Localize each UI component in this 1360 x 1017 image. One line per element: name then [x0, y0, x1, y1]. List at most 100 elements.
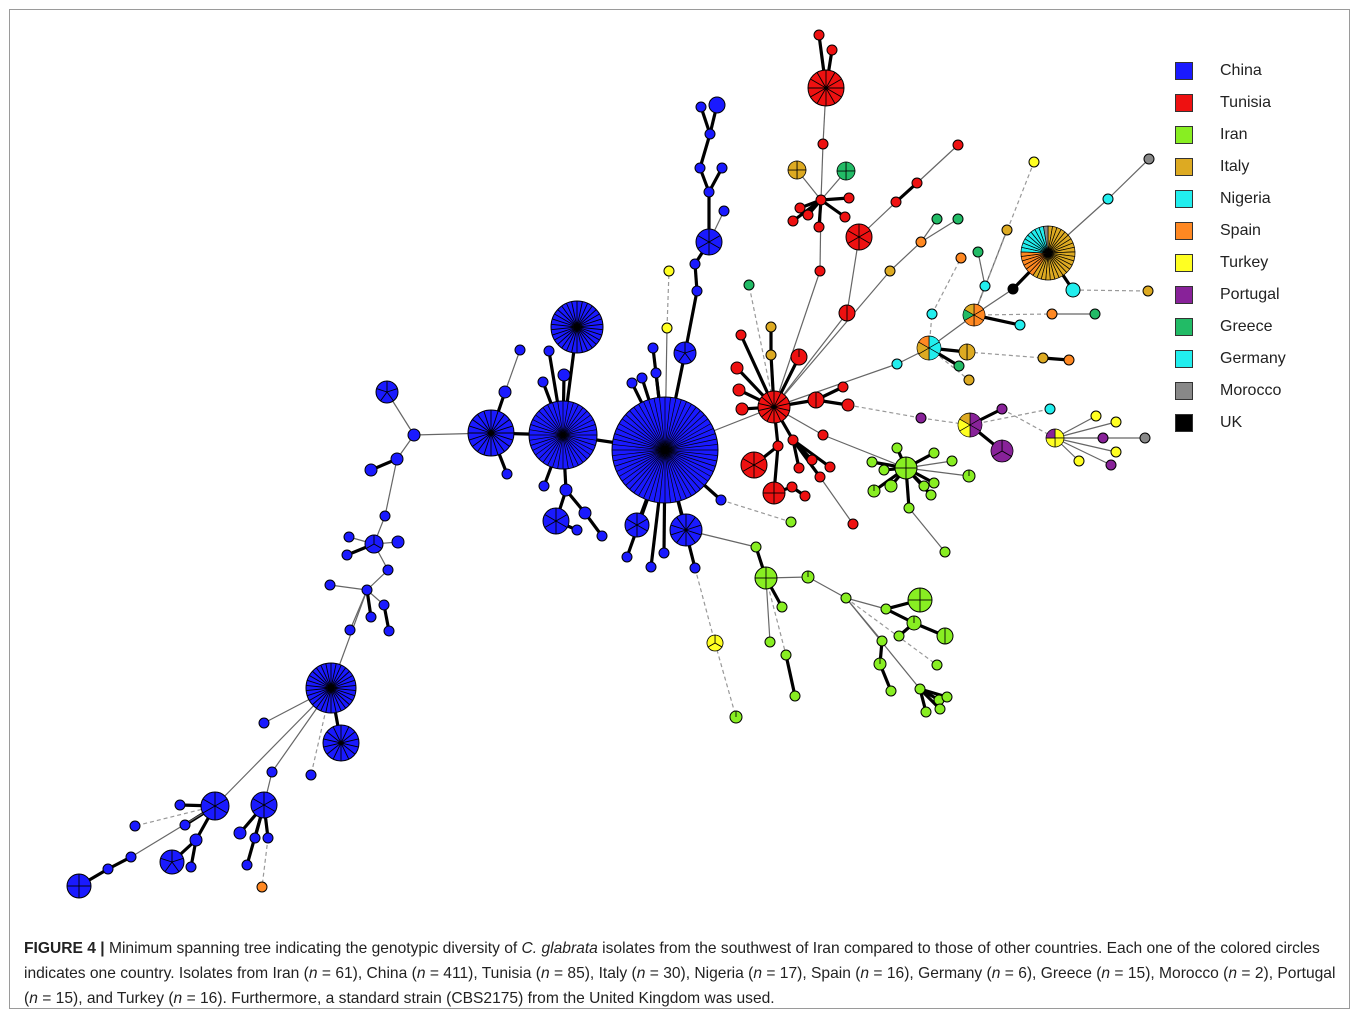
- node-circle: [1028, 156, 1040, 168]
- tree-edge: [847, 404, 922, 419]
- node-divider: [202, 798, 216, 807]
- caption-text: = 17), Spain (: [762, 965, 861, 982]
- node-circle: [663, 265, 675, 277]
- node-divider: [380, 391, 388, 402]
- node-divider: [676, 529, 687, 544]
- genotype-node: [537, 376, 549, 388]
- node-divider: [758, 403, 775, 408]
- tree-edge: [916, 144, 959, 184]
- genotype-node: [735, 402, 749, 416]
- node-divider: [171, 861, 180, 872]
- node-circle: [926, 308, 938, 320]
- node-divider: [552, 326, 578, 336]
- node-divider: [561, 305, 578, 328]
- node-divider: [659, 397, 666, 451]
- node-divider: [576, 326, 583, 353]
- genotype-node: [729, 710, 743, 724]
- genotype-node: [343, 531, 355, 543]
- node-slice: [836, 170, 847, 181]
- mixed-genotype-node: [1045, 428, 1065, 448]
- node-circle: [258, 717, 270, 729]
- genotype-node: [740, 451, 768, 479]
- node-circle: [931, 213, 943, 225]
- node-divider: [160, 857, 173, 863]
- tree-edge: [384, 458, 398, 517]
- genotype-node: [735, 329, 747, 341]
- minimum-spanning-tree: [66, 29, 1155, 899]
- node-divider: [214, 798, 228, 807]
- node-divider: [664, 410, 701, 451]
- genotype-node: [661, 322, 673, 334]
- legend-swatch: [1175, 382, 1193, 400]
- node-divider: [664, 449, 709, 482]
- node-divider: [490, 432, 514, 441]
- node-circle: [1007, 283, 1019, 295]
- node-divider: [576, 326, 597, 345]
- caption-text: = 61), China (: [317, 965, 417, 982]
- genotype-node: [958, 343, 976, 361]
- genotype-node: [934, 703, 946, 715]
- node-circle: [786, 481, 798, 493]
- node-divider: [742, 458, 755, 466]
- legend-item: Germany: [1175, 343, 1325, 375]
- node-circle: [704, 128, 716, 140]
- node-circle: [262, 832, 274, 844]
- node-divider: [816, 87, 827, 104]
- legend-swatch: [1175, 286, 1193, 304]
- node-divider: [306, 687, 332, 692]
- country-legend: China Tunisia Iran Italy Nigeria Spain Turkey P…: [1175, 55, 1325, 439]
- node-divider: [542, 434, 564, 463]
- node-circle: [780, 649, 792, 661]
- genotype-node: [915, 236, 927, 248]
- node-circle: [799, 490, 811, 502]
- node-divider: [562, 434, 574, 468]
- node-divider: [670, 529, 687, 536]
- node-slice: [787, 169, 798, 180]
- node-circle: [928, 447, 940, 459]
- node-divider: [315, 687, 332, 709]
- node-circle: [841, 398, 855, 412]
- legend-swatch: [1175, 254, 1193, 272]
- node-circle: [621, 551, 633, 563]
- node-circle: [179, 819, 191, 831]
- node-circle: [814, 265, 826, 277]
- genotype-node: [946, 455, 958, 467]
- genotype-node: [559, 483, 573, 497]
- genotype-node: [542, 507, 570, 535]
- node-circle: [1142, 285, 1154, 297]
- legend-label: Tunisia: [1220, 94, 1271, 111]
- genotype-node: [915, 412, 927, 424]
- genotype-node: [383, 625, 395, 637]
- node-divider: [340, 742, 359, 748]
- genotype-node: [1028, 156, 1040, 168]
- node-circle: [776, 601, 788, 613]
- node-divider: [557, 326, 578, 345]
- node-circle: [1110, 446, 1122, 458]
- genotype-node: [266, 766, 278, 778]
- genotype-node: [673, 341, 697, 365]
- genotype-node: [801, 570, 815, 584]
- node-circle: [514, 344, 526, 356]
- genotype-node: [764, 636, 776, 648]
- node-divider: [684, 352, 692, 363]
- caption-n: n: [860, 965, 870, 982]
- genotype-node: [361, 584, 373, 596]
- node-divider: [555, 520, 568, 528]
- genotype-node: [379, 510, 391, 522]
- node-circle: [626, 377, 638, 389]
- node-circle: [963, 374, 975, 386]
- node-divider: [576, 323, 603, 328]
- legend-item: Spain: [1175, 215, 1325, 247]
- node-divider: [326, 731, 342, 744]
- genotype-node: [793, 462, 805, 474]
- node-divider: [562, 429, 597, 436]
- genotype-node: [931, 659, 943, 671]
- tree-edge: [791, 439, 822, 478]
- genotype-node: [931, 213, 943, 225]
- tree-edge: [1001, 408, 1056, 439]
- tree-edge: [889, 241, 922, 272]
- node-divider: [529, 434, 564, 441]
- node-circle: [501, 468, 513, 480]
- genotype-node: [918, 480, 930, 492]
- node-circle: [716, 162, 728, 174]
